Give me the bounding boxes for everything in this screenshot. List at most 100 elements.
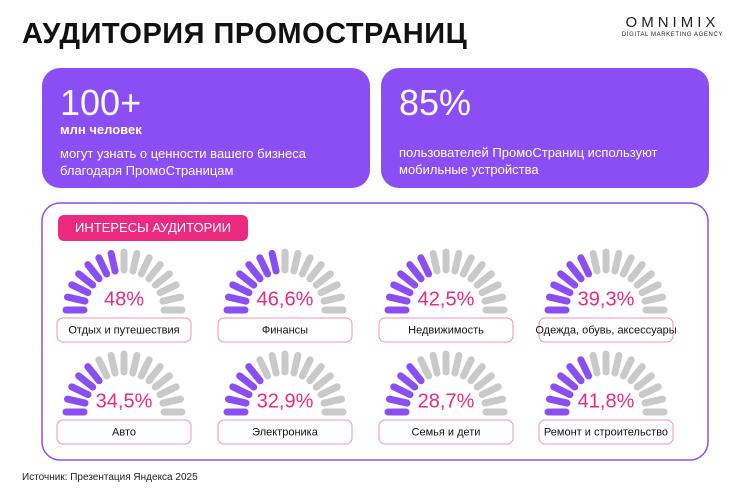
gauge-spoke-filled <box>577 356 593 380</box>
gauge-spoke-filled <box>107 249 119 275</box>
category-label: Семья и дети <box>412 426 481 438</box>
gauge-spoke <box>137 254 153 278</box>
stat-value: 85% <box>399 82 472 123</box>
gauge-spoke-filled <box>245 363 264 385</box>
gauge-spoke <box>129 351 141 377</box>
gauge-spoke-filled <box>390 383 414 399</box>
gauge-fill <box>384 363 425 416</box>
gauge-spoke-filled <box>406 261 425 283</box>
gauge-spoke <box>451 249 463 275</box>
gauge-spoke <box>589 249 601 275</box>
logo-tagline: DIGITAL MARKETING AGENCY <box>621 32 723 38</box>
gauge-spoke <box>619 356 635 380</box>
gauge-spoke <box>429 249 441 275</box>
gauge-spoke-filled <box>417 254 433 278</box>
gauge-spoke-filled <box>545 395 571 407</box>
gauge-spoke-filled <box>236 270 258 289</box>
gauge-spoke-filled <box>577 254 593 278</box>
category-box <box>217 419 353 445</box>
category-box <box>378 419 514 445</box>
gauge-spoke <box>298 356 314 380</box>
gauge-spoke <box>473 372 495 391</box>
category-label: Ремонт и строительство <box>544 426 668 438</box>
gauge-spoke <box>156 383 180 399</box>
gauge-spoke-filled <box>236 372 258 391</box>
gauge-spoke-filled <box>68 281 92 297</box>
gauge-spoke <box>633 270 655 289</box>
category-box <box>538 419 674 445</box>
gauge-spoke <box>638 281 662 297</box>
gauge-value: 42,5% <box>418 288 475 310</box>
logo: OMNIMIX DIGITAL MARKETING AGENCY <box>622 14 723 38</box>
gauge-spoke <box>159 395 185 407</box>
gauge-spoke <box>151 372 173 391</box>
gauge-spoke <box>473 270 495 289</box>
stat-text: пользователей ПромоСтраниц используют мо… <box>399 145 658 177</box>
category-box <box>56 419 192 445</box>
gauge-value: 34,5% <box>96 390 153 412</box>
stat-value: 100+ <box>60 82 142 123</box>
gauge-spoke-filled <box>550 383 574 399</box>
gauge-spoke <box>145 261 164 283</box>
gauge-spoke <box>290 249 302 275</box>
gauge-spoke-filled <box>557 372 579 391</box>
category-box <box>538 317 674 343</box>
gauge-spoke-filled <box>229 281 253 297</box>
gauge-spoke-filled <box>245 261 264 283</box>
category-box <box>378 317 514 343</box>
category-label: Финансы <box>262 324 308 336</box>
gauge-spoke <box>627 261 646 283</box>
gauge-spoke <box>459 356 475 380</box>
gauge-spoke <box>320 293 346 305</box>
gauge-spoke <box>312 270 334 289</box>
gauge-spoke-filled <box>224 395 250 407</box>
gauge-spoke <box>611 249 623 275</box>
category-box <box>217 317 353 343</box>
gauge-spoke-filled <box>406 363 425 385</box>
gauge-fill <box>544 356 593 416</box>
gauge-spoke-filled <box>550 281 574 297</box>
gauge-spoke <box>156 281 180 297</box>
gauge-spoke <box>611 351 623 377</box>
gauge-spoke <box>641 395 667 407</box>
logo-name: OMNIMIX <box>625 14 720 31</box>
gauge-spoke-filled <box>397 270 419 289</box>
stat-unit: млн человек <box>60 122 142 137</box>
gauge-spoke <box>159 293 185 305</box>
gauge-spoke-filled <box>390 281 414 297</box>
gauge-spoke <box>467 363 486 385</box>
category-label: Отдых и путешествия <box>68 324 179 336</box>
category-label: Одежда, обувь, аксессуары <box>535 324 676 336</box>
gauge-spoke-filled <box>63 293 89 305</box>
interests-title: ИНТЕРЕСЫ АУДИТОРИИ <box>75 220 231 235</box>
gauge-spoke-filled <box>566 363 585 385</box>
gauge-track <box>120 248 186 314</box>
gauge-spoke <box>467 261 486 283</box>
gauge-fill <box>384 254 433 314</box>
gauge-spoke <box>306 363 325 385</box>
gauge-fill <box>62 249 119 314</box>
category-label: Недвижимость <box>408 324 484 336</box>
gauge-spoke <box>129 249 141 275</box>
gauge-spoke <box>641 293 667 305</box>
gauge-spoke-filled <box>84 261 103 283</box>
gauge-value: 46,6% <box>257 288 314 310</box>
category-box <box>56 317 192 343</box>
category-label: Электроника <box>252 426 319 438</box>
gauge-track <box>417 350 508 416</box>
interests-frame <box>41 202 709 461</box>
page-title: АУДИТОРИЯ ПРОМОСТРАНИЦ <box>22 18 468 50</box>
gauge-spoke <box>633 372 655 391</box>
stat-text: могут узнать о ценности вашего бизнеса б… <box>60 146 306 178</box>
gauge-spoke <box>619 254 635 278</box>
gauge-spoke-filled <box>75 372 97 391</box>
gauge-fill <box>62 363 103 416</box>
gauge-spoke <box>451 351 463 377</box>
gauge-spoke <box>627 363 646 385</box>
gauge-spoke <box>478 281 502 297</box>
gauge-spoke-filled <box>256 254 272 278</box>
gauge-spoke-filled <box>268 249 280 275</box>
gauge-spoke <box>320 395 346 407</box>
gauge-value: 32,9% <box>257 390 314 412</box>
